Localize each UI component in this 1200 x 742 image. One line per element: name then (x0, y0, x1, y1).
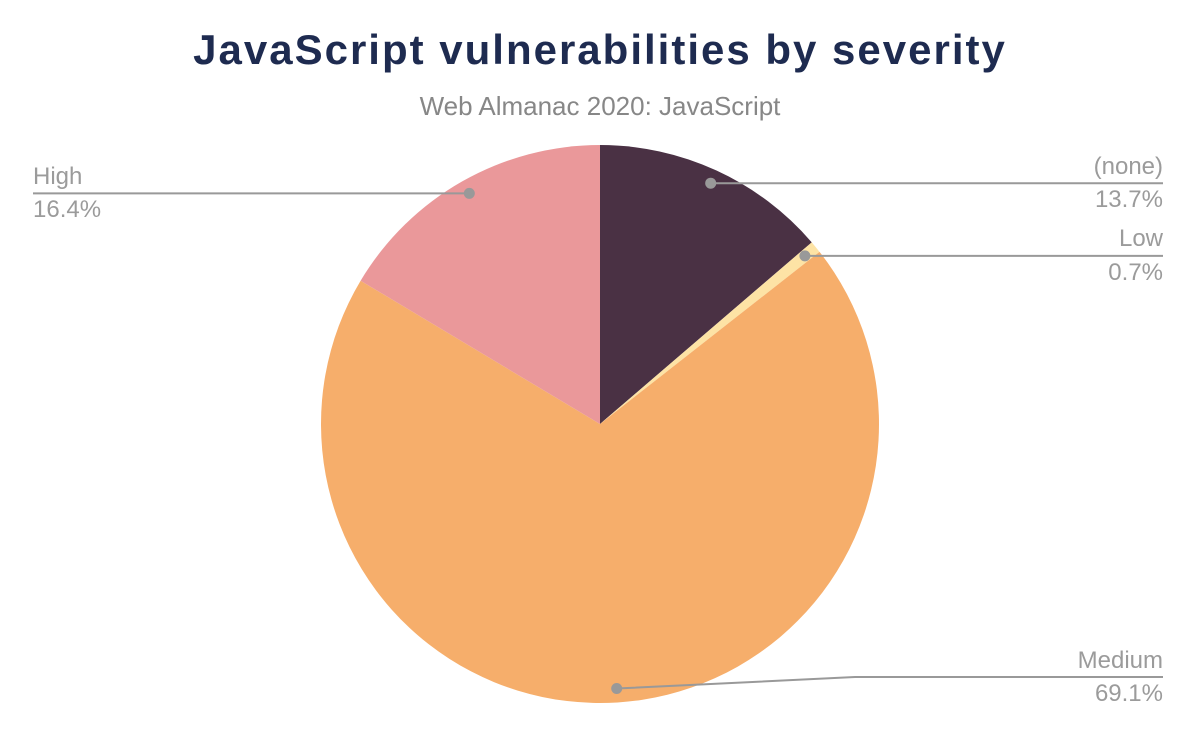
slice-percent-high: 16.4% (33, 196, 102, 224)
callout-dot-medium (611, 683, 623, 694)
callout-dot-none (705, 177, 717, 189)
pie-slice-none[interactable] (600, 145, 812, 424)
slice-percent-medium: 69.1% (1094, 680, 1163, 707)
slice-name-high: High (33, 163, 83, 191)
pie-slice-medium[interactable] (320, 251, 879, 704)
chart-subtitle: Web Almanac 2020: JavaScript (419, 91, 781, 121)
slice-name-none: (none) (1093, 152, 1163, 180)
slice-percent-low: 0.7% (1108, 258, 1163, 286)
pie-slice-low[interactable] (600, 242, 820, 424)
callout-dot-high (463, 187, 475, 199)
callout-line-medium (616, 676, 1163, 690)
pie-slice-high[interactable] (360, 145, 600, 424)
slice-name-low: Low (1118, 225, 1163, 253)
callout-dot-low (799, 250, 811, 262)
slice-name-medium: Medium (1077, 646, 1163, 674)
slice-percent-none: 13.7% (1094, 186, 1163, 214)
chart-title: JavaScript vulnerabilities by severity (193, 26, 1007, 73)
